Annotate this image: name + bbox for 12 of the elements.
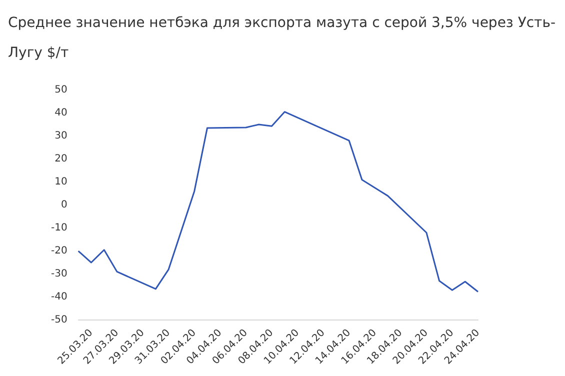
y-tick-label: 30 [54,130,68,142]
y-tick-label: -40 [50,292,68,303]
chart-title: Среднее значение нетбэка для экспорта мазута с серой 3,5% через Усть-Лугу $/т [8,14,557,63]
y-tick-label: 40 [54,108,68,119]
y-tick-label: 20 [54,154,68,165]
y-tick-label: 10 [54,176,68,188]
y-tick-label: -50 [50,314,68,326]
y-tick-label: 50 [54,84,68,96]
y-tick-label: -30 [50,268,68,280]
y-tick-label: -20 [50,246,68,257]
y-tick-label: -10 [50,222,68,234]
y-tick-label: 0 [60,200,68,211]
